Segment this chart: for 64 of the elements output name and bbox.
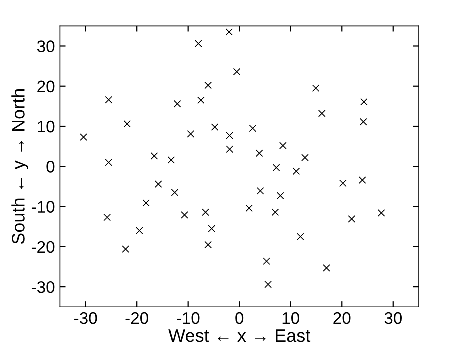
point <box>211 124 219 131</box>
point <box>104 214 112 222</box>
point <box>360 98 368 106</box>
point <box>204 82 212 90</box>
point <box>312 84 320 92</box>
y-tick-label: 20 <box>38 80 55 93</box>
point <box>264 280 272 288</box>
y-tick-label: -10 <box>32 201 55 213</box>
point <box>168 156 176 164</box>
point <box>263 258 270 266</box>
x-tick-label: 0 <box>236 312 244 324</box>
point <box>150 152 158 160</box>
point <box>323 264 330 272</box>
point <box>360 118 368 126</box>
x-axis-title: West ← x → East <box>168 330 311 342</box>
y-tick-label: -30 <box>32 281 55 294</box>
point <box>292 168 300 176</box>
point <box>154 180 162 188</box>
point <box>302 154 309 162</box>
point <box>226 28 234 36</box>
point <box>105 96 113 104</box>
point <box>136 227 144 235</box>
point <box>339 180 347 188</box>
x-tick-label: -20 <box>126 312 148 324</box>
point <box>204 241 212 249</box>
point <box>348 216 356 223</box>
point <box>246 204 254 212</box>
point <box>279 142 287 150</box>
y-tick-label: 0 <box>46 161 55 173</box>
point <box>296 233 304 241</box>
point <box>171 189 179 196</box>
point <box>142 199 150 207</box>
point <box>105 158 113 166</box>
point <box>80 134 88 142</box>
point <box>197 96 205 104</box>
y-tick-label: 30 <box>37 40 55 52</box>
point <box>378 210 386 217</box>
point <box>194 40 202 48</box>
point <box>226 132 234 140</box>
point <box>202 208 210 216</box>
x-tick-label: 10 <box>282 312 300 324</box>
x-tick-label: -30 <box>74 312 98 324</box>
point <box>272 164 280 172</box>
point <box>256 187 264 195</box>
point <box>174 100 182 108</box>
x-tick-label: -10 <box>177 312 200 324</box>
point <box>122 246 130 253</box>
point <box>181 212 188 219</box>
x-tick-label: 30 <box>384 312 402 324</box>
point <box>226 146 234 154</box>
point <box>276 192 284 200</box>
point <box>208 225 216 233</box>
point <box>318 110 326 118</box>
point <box>233 68 241 76</box>
y-tick-label: 10 <box>38 120 55 133</box>
y-tick-label: -20 <box>32 241 55 254</box>
point <box>358 176 366 184</box>
point <box>272 208 280 216</box>
point <box>187 130 195 138</box>
point <box>124 120 132 128</box>
point <box>256 150 264 158</box>
y-axis-title: South ← y → North <box>12 90 28 244</box>
point <box>249 124 257 132</box>
x-tick-label: 20 <box>334 312 351 324</box>
